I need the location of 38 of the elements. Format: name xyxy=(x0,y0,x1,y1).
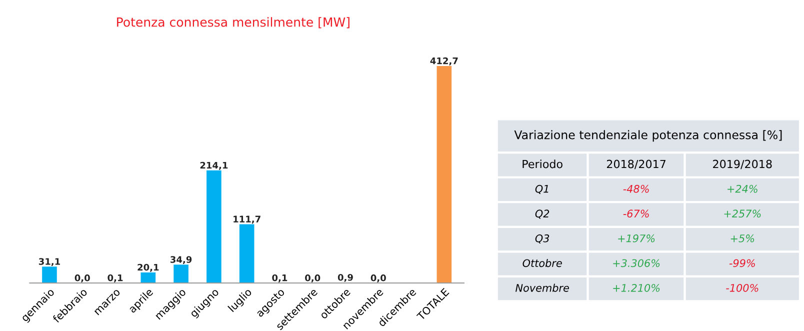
data-label: +1.210% xyxy=(613,284,660,292)
data-label: -67% xyxy=(623,210,649,218)
data-label: +257% xyxy=(724,210,761,218)
data-label: 31,1 xyxy=(38,258,60,266)
data-label: 20,1 xyxy=(138,264,159,272)
data-label: 0,0 xyxy=(74,274,90,282)
bar xyxy=(239,224,254,284)
data-label: 214,1 xyxy=(200,162,228,170)
data-label: 0,9 xyxy=(338,274,353,282)
data-label: +24% xyxy=(728,184,758,193)
data-label: 0,0 xyxy=(370,274,386,282)
data-label: +5% xyxy=(730,234,754,242)
data-label: 0,1 xyxy=(272,274,288,282)
bar xyxy=(174,264,188,284)
y-tick-label: Ottobre xyxy=(522,259,562,268)
data-label: +197% xyxy=(618,234,655,242)
bar xyxy=(140,272,156,284)
y-tick-label: Q3 xyxy=(535,234,550,244)
y-tick-label: Novembre xyxy=(516,284,569,292)
x-tick-label: 2019/2018 xyxy=(713,160,772,170)
bar xyxy=(436,66,452,284)
data-label: 0,0 xyxy=(305,274,320,282)
bar xyxy=(42,266,57,284)
chart-title: Potenza connessa mensilmente [MW] xyxy=(117,17,350,28)
data-label: -48% xyxy=(623,184,649,193)
data-label: 111,7 xyxy=(234,216,260,224)
data-label: -100% xyxy=(726,284,758,292)
y-tick-label: Q1 xyxy=(535,184,548,194)
y-axis-title: Periodo xyxy=(522,160,562,168)
bar xyxy=(206,170,222,284)
data-label: +3.306% xyxy=(613,259,660,268)
data-label: 34,9 xyxy=(170,256,192,264)
data-label: 0,1 xyxy=(108,274,123,282)
chart-title: Variazione tendenziale potenza connessa [%] xyxy=(514,130,782,142)
data-label: -99% xyxy=(729,259,755,268)
y-tick-label: Q2 xyxy=(535,210,550,219)
data-label: 412,7 xyxy=(430,57,458,66)
x-tick-label: 2018/2017 xyxy=(606,160,666,170)
